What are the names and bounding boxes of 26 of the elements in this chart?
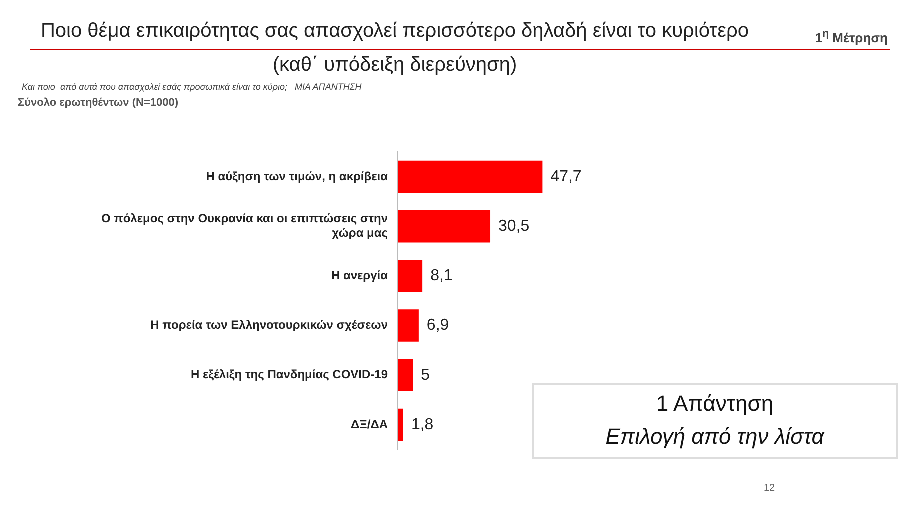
text: 12 — [764, 483, 776, 494]
y-tick-label: ΔΞ/ΔΑ — [351, 417, 388, 432]
bar — [398, 210, 491, 243]
y-tick-label: Η αύξηση των τιμών, η ακρίβεια — [206, 169, 389, 184]
y-tick-label: Η πορεία των Ελληνοτουρκικών σχέσεων — [150, 318, 388, 332]
y-tick-label: Η εξέλιξη της Πανδημίας COVID-19 — [190, 368, 388, 382]
text: Επιλογή από την λίστα — [604, 424, 826, 450]
bar — [398, 260, 423, 292]
chart-subtitle: (καθ΄ υπόδειξη διερεύνηση) — [272, 54, 518, 77]
text: 1$^{η}$ Μέτρηση — [815, 28, 888, 46]
y-tick-label: Ο πόλεμος στην Ουκρανία και οι επιπτώσεις στην χώρα μας — [101, 212, 388, 240]
bar — [398, 408, 404, 442]
data-label: 47,7 — [550, 168, 582, 186]
bar — [398, 310, 419, 342]
text: Σύνολο ερωτηθέντων (N=1000) — [18, 97, 178, 109]
bar — [398, 359, 414, 392]
bar — [398, 160, 543, 194]
data-label: 8,1 — [430, 268, 453, 285]
text: Και ποιο από αυτά που απασχολεί εσάς προσωπικά είναι το κύριο; ΜΙΑ ΑΠΑΝΤΗΣΗ — [22, 82, 362, 92]
text: 1 Απάντηση — [655, 391, 775, 417]
y-tick-label: Η ανεργία — [331, 268, 389, 283]
data-label: 5 — [421, 366, 430, 384]
data-label: 6,9 — [426, 317, 450, 334]
data-label: 30,5 — [498, 218, 530, 236]
data-label: 1,8 — [411, 416, 434, 434]
chart-title: Ποιο θέμα επικαιρότητας σας απασχολεί περισσότερο δηλαδή είναι το κυριότερο — [40, 20, 750, 43]
